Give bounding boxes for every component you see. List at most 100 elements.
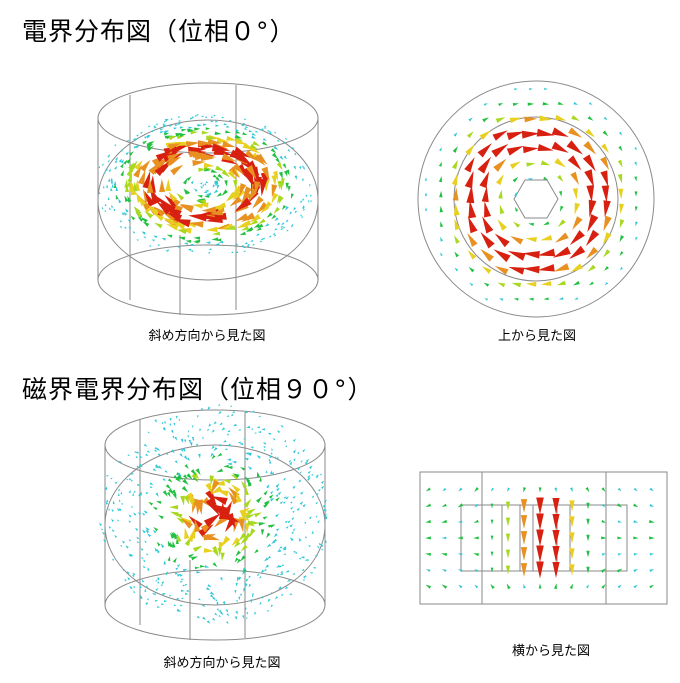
field-arrow	[224, 180, 228, 187]
field-arrow	[298, 537, 302, 542]
field-arrow	[282, 547, 287, 551]
field-arrow	[206, 135, 217, 141]
field-arrow	[114, 534, 118, 538]
field-arrow	[457, 520, 463, 523]
field-arrow	[188, 126, 193, 129]
field-arrow	[130, 215, 136, 221]
field-arrow	[244, 607, 247, 611]
field-arrow	[151, 130, 156, 133]
field-arrow	[603, 116, 608, 121]
field-arrow	[250, 239, 254, 242]
field-arrow	[494, 233, 510, 248]
field-arrow	[466, 185, 475, 204]
field-arrow	[128, 539, 131, 542]
field-arrow	[245, 578, 249, 582]
field-arrow	[493, 158, 507, 172]
field-arrow	[176, 135, 185, 140]
field-arrow	[278, 491, 282, 495]
field-arrow	[220, 552, 225, 562]
field-arrow	[425, 584, 432, 589]
field-arrow	[147, 134, 151, 138]
field-arrow	[247, 478, 252, 486]
field-arrow	[217, 547, 222, 557]
field-arrow	[143, 236, 147, 239]
field-arrow	[157, 453, 162, 457]
field-arrow	[271, 451, 273, 455]
field-arrow	[199, 428, 202, 432]
field-arrow	[242, 186, 252, 201]
field-arrow	[277, 181, 282, 190]
field-arrow	[197, 202, 209, 208]
field-arrow	[572, 280, 580, 286]
field-arrow	[190, 180, 194, 185]
field-arrow	[633, 520, 639, 523]
field-arrow	[544, 87, 548, 90]
field-arrow	[246, 453, 252, 457]
field-arrow	[246, 160, 260, 176]
field-arrow	[525, 237, 537, 243]
field-arrow	[318, 542, 322, 546]
field-arrow	[278, 171, 283, 180]
field-arrow	[207, 251, 211, 254]
field-arrow	[105, 168, 108, 172]
field-arrow	[276, 564, 281, 568]
field-arrow	[165, 484, 172, 490]
field-arrow	[250, 599, 253, 604]
field-arrow	[303, 575, 307, 578]
field-arrow	[275, 497, 280, 502]
field-arrow	[117, 488, 120, 492]
field-arrow	[185, 583, 188, 586]
field-arrow	[251, 243, 255, 246]
field-arrow	[207, 584, 212, 588]
field-arrow	[152, 592, 155, 595]
field-arrow	[467, 250, 477, 260]
field-arrow	[127, 576, 131, 581]
field-arrow	[283, 477, 286, 481]
field-arrow	[188, 553, 195, 559]
field-arrow	[198, 453, 201, 459]
field-arrow	[558, 297, 564, 300]
field-arrow	[211, 237, 219, 241]
field-arrow	[176, 192, 185, 201]
field-arrow	[210, 594, 214, 598]
field-arrow	[618, 188, 624, 200]
field-arrow	[147, 533, 152, 538]
field-arrow	[183, 439, 186, 443]
field-arrow	[120, 163, 124, 169]
field-arrow	[528, 178, 534, 181]
field-arrow	[237, 576, 240, 582]
field-arrow	[102, 185, 105, 189]
field-arrow	[292, 510, 295, 513]
field-arrow	[633, 584, 638, 589]
field-arrow	[121, 211, 125, 216]
field-arrow	[179, 604, 183, 607]
field-arrow	[309, 516, 312, 520]
field-arrow	[243, 250, 246, 252]
field-arrow	[314, 554, 318, 557]
field-arrow	[499, 298, 504, 301]
field-arrow	[240, 244, 244, 247]
field-arrow	[111, 204, 114, 208]
field-arrow	[302, 576, 306, 579]
field-arrow	[141, 217, 148, 223]
field-arrow	[536, 513, 544, 531]
field-arrow	[226, 621, 229, 625]
field-arrow	[186, 473, 193, 480]
field-arrow	[585, 584, 590, 589]
field-arrow	[115, 194, 119, 200]
field-arrow	[213, 421, 217, 425]
field-arrow	[294, 175, 298, 180]
field-arrow	[126, 157, 132, 164]
field-arrow	[239, 231, 246, 236]
field-arrow	[111, 183, 114, 188]
field-arrow	[490, 551, 494, 557]
field-arrow	[440, 252, 443, 257]
field-arrow	[215, 238, 222, 242]
field-arrow	[244, 582, 248, 587]
field-arrow	[241, 124, 245, 127]
field-arrow	[509, 117, 522, 124]
field-arrow	[241, 480, 248, 489]
field-arrow	[129, 478, 132, 481]
field-arrow	[586, 566, 590, 574]
field-arrow	[512, 103, 519, 107]
